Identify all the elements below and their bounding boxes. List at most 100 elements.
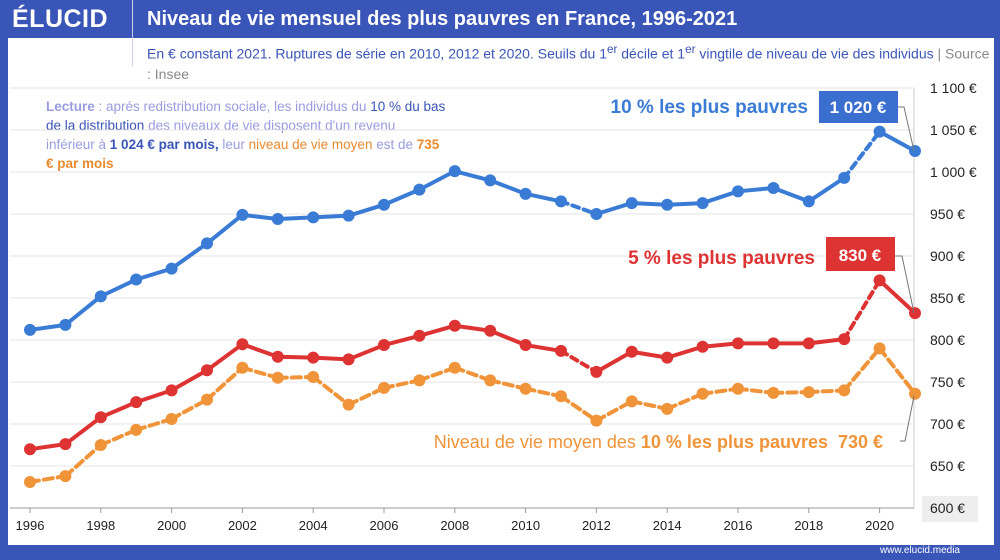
series-line-segment: [134, 416, 174, 432]
data-point: [201, 237, 213, 250]
series-line-segment: [169, 397, 209, 421]
data-point: [838, 333, 851, 346]
series-label-blue: 10 % les plus pauvres: [611, 97, 809, 118]
source: Source : Insee: [147, 45, 990, 82]
data-point: [873, 274, 886, 287]
chart-title: Niveau de vie mensuel des plus pauvres e…: [147, 8, 738, 30]
series-line-segment: [771, 185, 811, 204]
data-point: [413, 329, 426, 342]
data-point: [130, 423, 143, 436]
data-point: [24, 475, 36, 488]
data-point: [802, 337, 815, 350]
data-point: [909, 387, 921, 400]
data-point: [413, 374, 426, 387]
data-point: [732, 337, 744, 350]
y-tick-label: 800 €: [930, 332, 965, 348]
series-line-segment: [98, 277, 139, 299]
data-point: [519, 339, 532, 352]
data-point: [590, 208, 603, 220]
separator: |: [933, 45, 946, 62]
x-tick-label: 1998: [86, 518, 115, 533]
y-tick-label: 600 €: [930, 500, 965, 516]
t: 735 € par mois: [46, 137, 440, 171]
data-point: [201, 393, 213, 406]
data-point: [378, 339, 390, 352]
x-tick-label: 2002: [228, 518, 257, 533]
sup: er: [607, 43, 618, 56]
x-tick-label: 2004: [299, 518, 328, 533]
series-line-segment: [205, 342, 245, 373]
series-line-segment: [806, 175, 847, 204]
subtitle-text: décile et 1: [617, 45, 686, 62]
data-point: [661, 198, 674, 211]
label-part: 10 % les plus pauvres: [641, 432, 828, 452]
series-line-segment: [169, 241, 209, 271]
series-line-segment: [346, 202, 386, 218]
data-point: [271, 213, 284, 226]
series-line-segment: [559, 394, 599, 423]
series-line-segment: [417, 365, 457, 383]
data-point: [484, 374, 497, 387]
series-line-segment: [63, 443, 103, 479]
series-line-segment: [417, 169, 457, 192]
x-tick-label: 2008: [440, 518, 469, 533]
data-point: [342, 398, 355, 411]
footer-bar: [0, 545, 1000, 560]
t: leur: [218, 137, 249, 152]
data-point: [201, 364, 213, 377]
t: : aprés redistribution sociale, les indi…: [94, 99, 371, 114]
data-point: [59, 470, 72, 483]
data-point: [802, 386, 815, 399]
data-point: [802, 195, 815, 208]
data-point: [271, 350, 284, 363]
x-tick-label: 2000: [157, 518, 186, 533]
series-line-segment: [877, 278, 917, 316]
series-line-segment: [629, 399, 670, 411]
series-line-segment: [452, 365, 493, 383]
data-point: [555, 390, 567, 403]
data-point: [24, 443, 36, 456]
data-point: [625, 395, 638, 408]
series-line-segment: [346, 343, 386, 362]
series-line-segment: [594, 399, 634, 423]
data-point: [838, 384, 851, 397]
series-line-segment: [488, 178, 528, 196]
data-point: [94, 290, 107, 303]
leader-line: [895, 255, 915, 314]
series-line-segment: [842, 278, 882, 342]
series-line-segment: [417, 323, 457, 338]
data-point: [94, 439, 107, 451]
data-point: [378, 381, 390, 394]
x-tick-label: 2014: [653, 518, 682, 533]
series-line-segment: [452, 169, 493, 183]
chart-subtitle: En € constant 2021. Ruptures de série en…: [147, 40, 997, 84]
elucid-logo: ÉLUCID: [12, 5, 109, 33]
data-point: [661, 351, 674, 364]
data-point: [873, 342, 886, 355]
data-point: [696, 340, 709, 353]
data-point: [59, 318, 72, 331]
series-line-segment: [134, 388, 174, 405]
series-line-segment: [488, 378, 528, 391]
data-point: [307, 370, 320, 383]
series-line-segment: [98, 400, 139, 420]
series-line-segment: [842, 129, 882, 180]
t: est de: [372, 137, 417, 152]
series-line-segment: [240, 342, 280, 359]
data-point: [909, 307, 921, 320]
series-line-segment: [594, 349, 634, 374]
data-point: [236, 208, 249, 221]
data-point: [59, 438, 72, 451]
x-tick-label: 1996: [16, 518, 45, 533]
x-tick-label: 2018: [794, 518, 823, 533]
data-point: [342, 209, 355, 222]
y-tick-label: 1 050 €: [930, 122, 977, 138]
data-point: [448, 361, 461, 374]
data-point: [307, 351, 320, 364]
series-label-red: 5 % les plus pauvres: [628, 248, 815, 269]
y-tick-label: 850 €: [930, 290, 965, 306]
lecture-note: Lecture : aprés redistribution sociale, …: [46, 97, 446, 173]
header-bar: ÉLUCID Niveau de vie mensuel des plus pa…: [0, 0, 1000, 38]
data-point: [519, 382, 532, 395]
